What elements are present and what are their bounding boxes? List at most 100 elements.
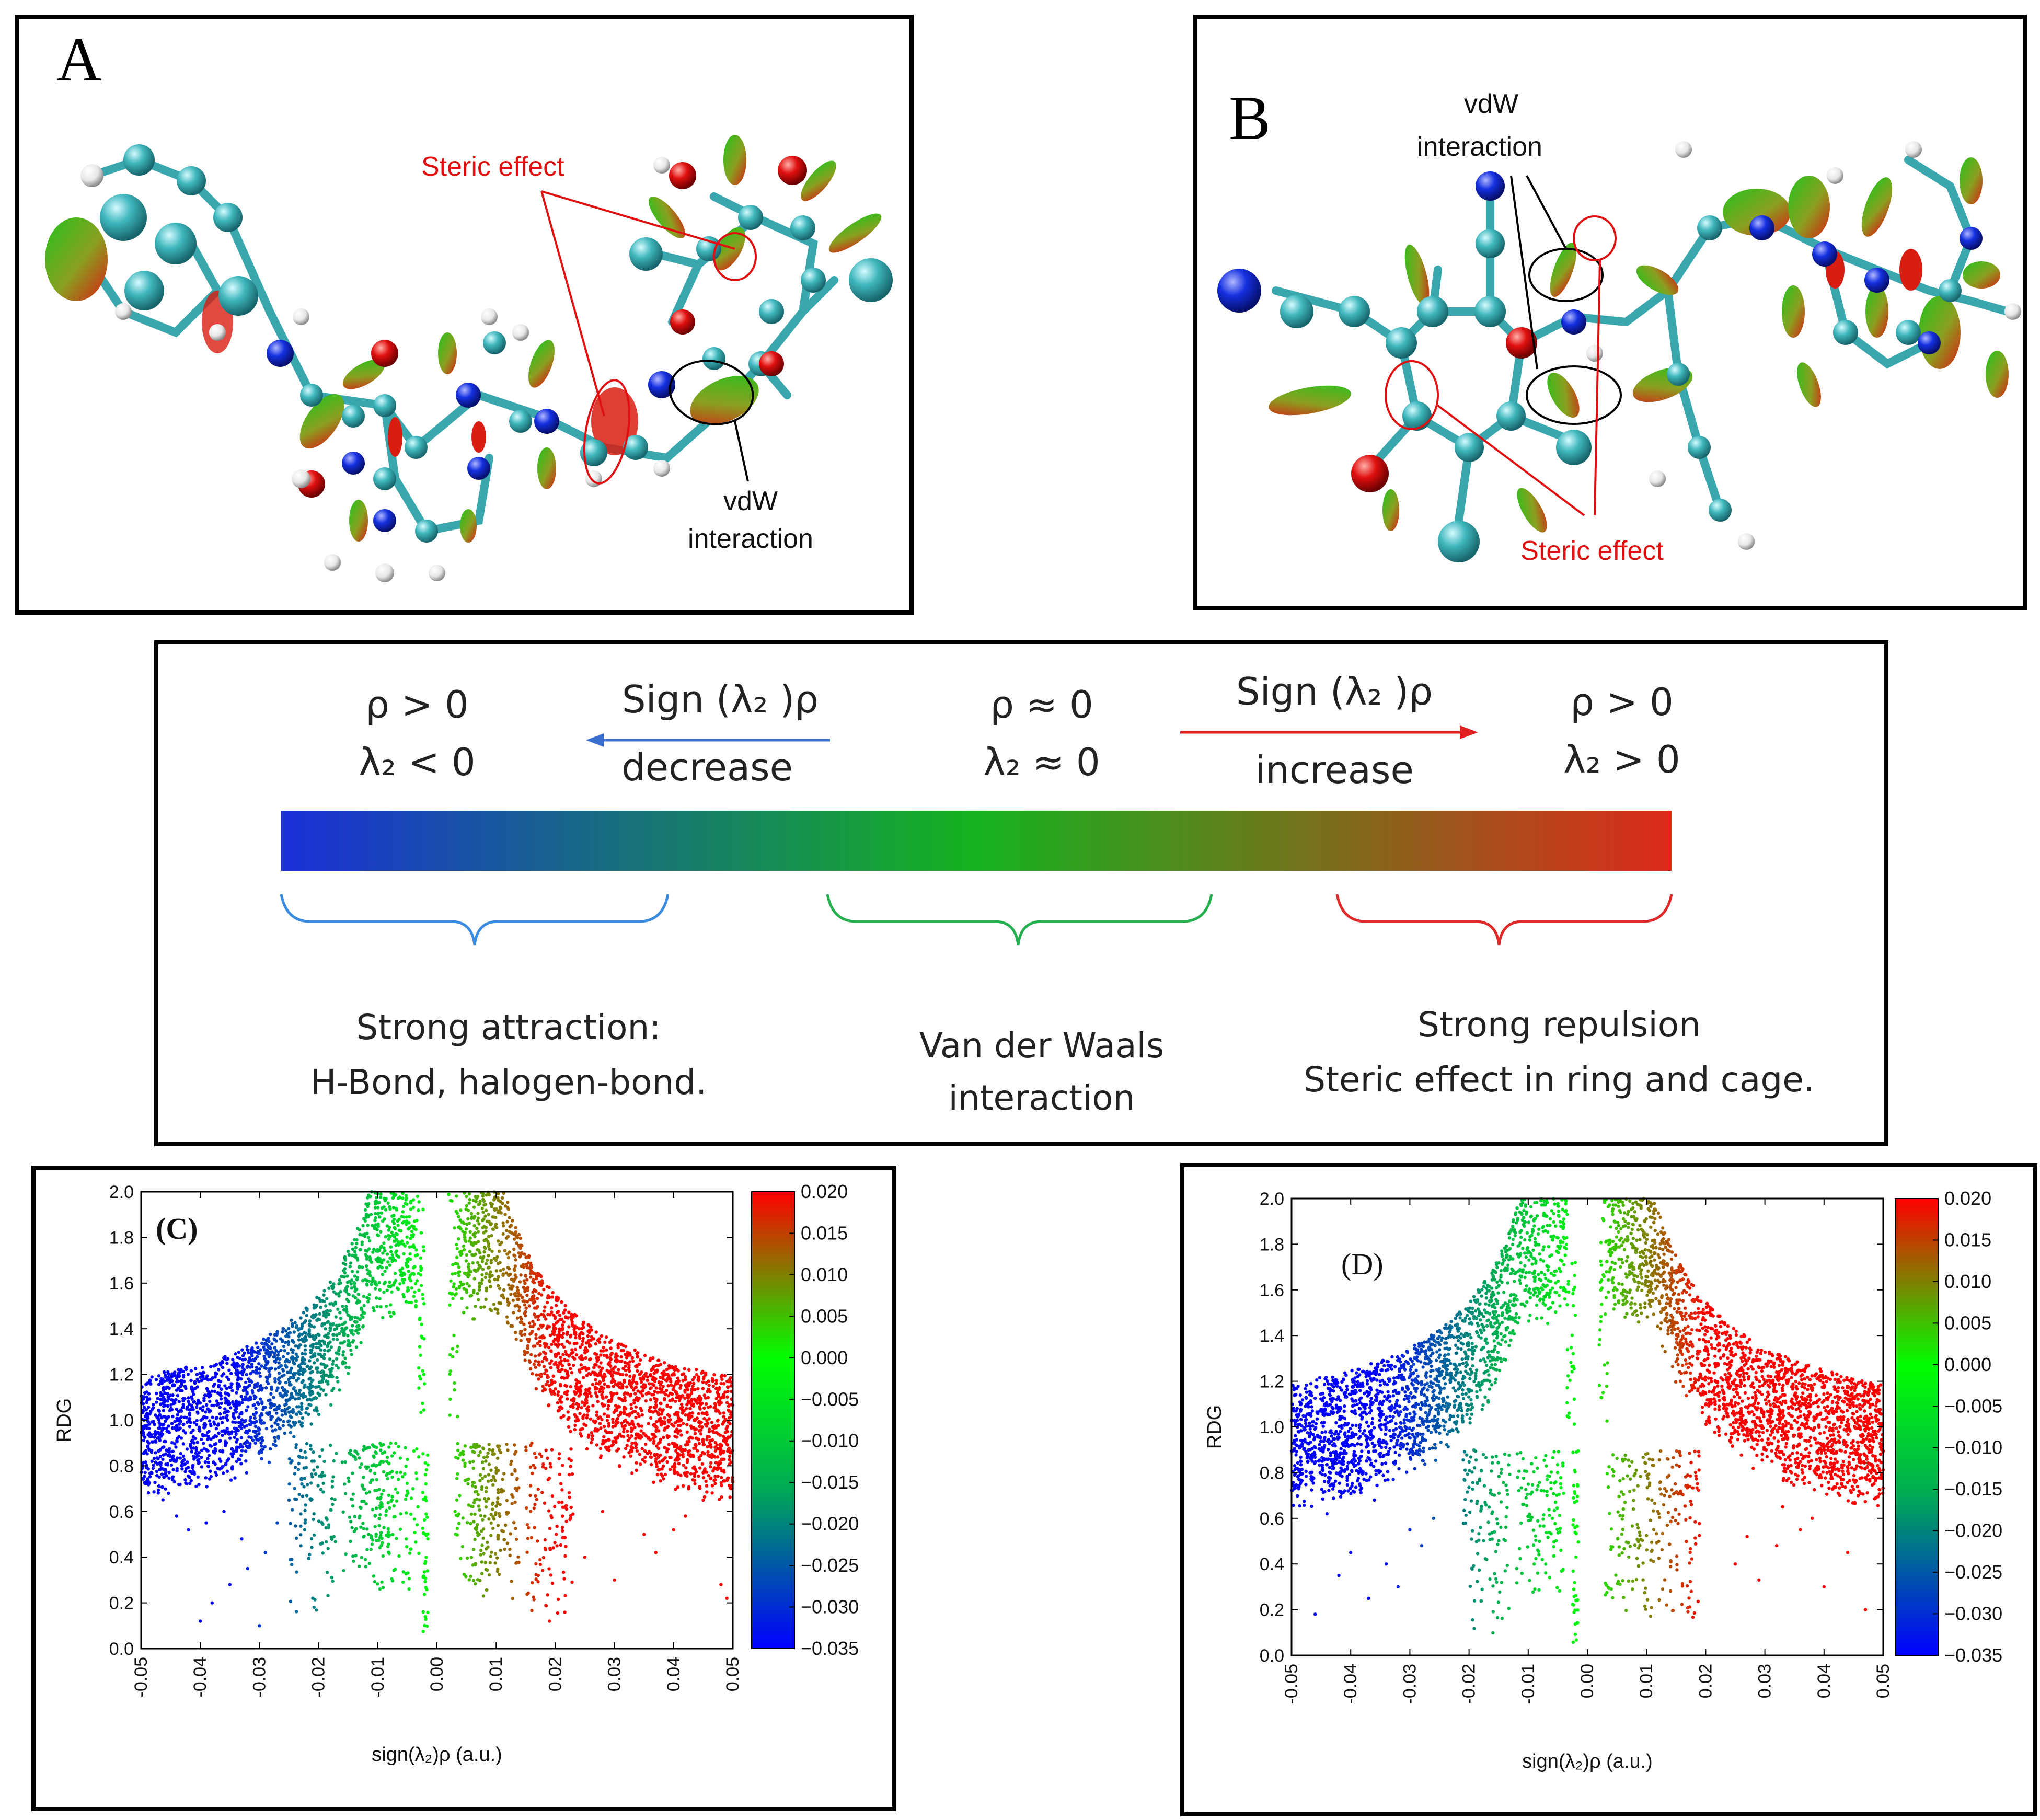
rdg-point bbox=[274, 1444, 278, 1447]
rdg-point bbox=[621, 1343, 625, 1347]
rdg-point bbox=[307, 1329, 311, 1333]
rdg-point bbox=[477, 1298, 480, 1301]
rdg-point bbox=[710, 1455, 714, 1459]
rdg-point bbox=[170, 1441, 174, 1445]
rdg-point bbox=[585, 1367, 589, 1371]
rdg-point bbox=[419, 1273, 423, 1277]
rdg-point bbox=[293, 1487, 296, 1490]
rdg-point bbox=[481, 1467, 486, 1470]
rdg-point bbox=[275, 1357, 279, 1361]
rdg-point bbox=[674, 1488, 677, 1491]
rdg-point bbox=[383, 1249, 387, 1253]
rdg-point bbox=[583, 1556, 587, 1559]
rdg-point bbox=[408, 1252, 412, 1256]
rdg-point bbox=[502, 1267, 505, 1271]
rdg-point bbox=[722, 1415, 725, 1419]
rdg-point bbox=[542, 1309, 546, 1313]
rdg-point bbox=[322, 1349, 327, 1352]
rdg-point bbox=[657, 1419, 661, 1423]
vdw-annotation-b bbox=[1510, 175, 1622, 425]
rdg-point bbox=[252, 1394, 256, 1398]
rdg-point bbox=[630, 1442, 634, 1445]
rdg-point bbox=[309, 1422, 313, 1426]
rdg-point bbox=[451, 1347, 454, 1351]
rdg-point bbox=[464, 1239, 468, 1243]
rdg-point bbox=[477, 1288, 481, 1292]
rdg-point bbox=[684, 1378, 687, 1381]
rdg-point bbox=[546, 1478, 550, 1481]
rdg-point bbox=[512, 1520, 516, 1525]
rdg-point bbox=[231, 1420, 235, 1424]
rdg-point bbox=[275, 1419, 279, 1422]
rdg-point bbox=[333, 1300, 337, 1304]
rdg-point bbox=[689, 1426, 694, 1430]
rdg-point bbox=[602, 1386, 606, 1390]
rdg-point bbox=[687, 1368, 691, 1372]
rdg-point bbox=[365, 1527, 369, 1531]
rdg-point bbox=[484, 1459, 488, 1463]
rdg-point bbox=[310, 1370, 314, 1374]
rdg-point bbox=[635, 1433, 638, 1437]
rdg-point bbox=[623, 1396, 627, 1400]
rdg-point bbox=[413, 1290, 417, 1294]
rdg-point bbox=[501, 1273, 505, 1277]
rdg-point bbox=[395, 1537, 398, 1540]
rdg-point bbox=[190, 1397, 194, 1401]
rdg-point bbox=[340, 1274, 343, 1278]
rdg-point bbox=[454, 1513, 458, 1517]
rdg-point bbox=[458, 1494, 462, 1498]
rdg-point bbox=[678, 1429, 682, 1433]
rdg-point bbox=[164, 1487, 167, 1491]
rdg-point bbox=[564, 1545, 568, 1548]
rdg-point bbox=[600, 1418, 604, 1422]
rdg-point bbox=[503, 1249, 507, 1252]
rdg-point bbox=[549, 1366, 553, 1369]
rdg-point bbox=[389, 1245, 393, 1249]
rdg-point bbox=[529, 1353, 533, 1356]
rdg-point bbox=[190, 1439, 194, 1443]
rdg-point bbox=[624, 1418, 627, 1422]
rdg-point bbox=[354, 1527, 358, 1531]
rdg-point bbox=[142, 1433, 145, 1437]
rdg-point bbox=[487, 1242, 491, 1246]
rdg-point bbox=[537, 1327, 541, 1331]
rdg-point bbox=[294, 1610, 298, 1614]
rdg-point bbox=[377, 1488, 381, 1491]
rdg-point bbox=[417, 1288, 421, 1292]
rdg-point bbox=[498, 1572, 501, 1576]
rdg-point bbox=[681, 1422, 685, 1425]
rdg-point bbox=[556, 1320, 560, 1323]
rdg-point bbox=[524, 1306, 528, 1310]
rdg-point bbox=[478, 1479, 482, 1482]
rdg-point bbox=[652, 1372, 656, 1375]
rdg-point bbox=[488, 1573, 491, 1577]
rdg-point bbox=[372, 1225, 376, 1229]
rdg-point bbox=[325, 1571, 329, 1574]
rdg-point bbox=[578, 1337, 582, 1340]
rdg-point bbox=[365, 1264, 368, 1268]
rdg-point bbox=[382, 1282, 386, 1286]
rdg-point bbox=[195, 1406, 199, 1409]
rdg-point bbox=[402, 1220, 406, 1224]
rdg-point bbox=[537, 1363, 541, 1367]
rdg-point bbox=[481, 1268, 485, 1271]
rdg-point bbox=[359, 1248, 362, 1251]
rdg-point bbox=[376, 1582, 379, 1586]
rdg-point bbox=[614, 1408, 617, 1412]
rdg-point bbox=[253, 1441, 257, 1445]
rdg-point bbox=[234, 1352, 237, 1356]
rdg-point bbox=[556, 1390, 560, 1394]
rdg-point bbox=[480, 1206, 484, 1211]
rdg-point bbox=[574, 1326, 579, 1329]
rdg-point bbox=[621, 1373, 625, 1376]
rdg-point bbox=[479, 1553, 482, 1557]
rdg-point bbox=[538, 1562, 543, 1566]
rdg-point bbox=[514, 1450, 518, 1454]
rdg-point bbox=[456, 1262, 459, 1266]
rdg-point bbox=[489, 1270, 492, 1274]
rdg-point bbox=[326, 1344, 329, 1349]
rdg-point bbox=[639, 1377, 643, 1381]
rdg-point bbox=[353, 1285, 356, 1288]
rdg-point bbox=[718, 1402, 721, 1407]
rdg-point bbox=[181, 1429, 186, 1433]
